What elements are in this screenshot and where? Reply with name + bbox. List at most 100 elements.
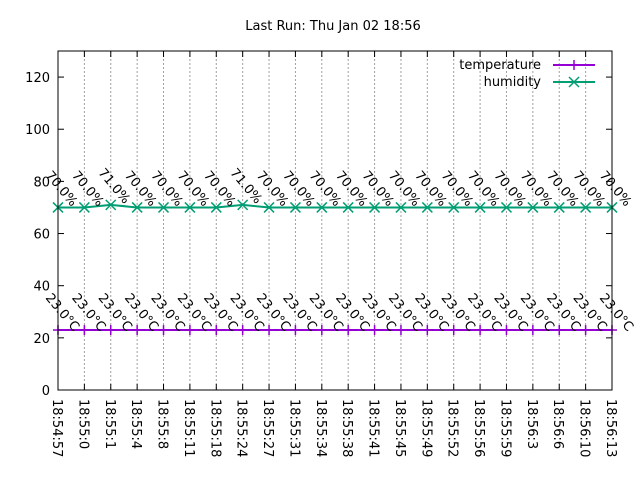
point-marker	[342, 201, 354, 213]
chart-title: Last Run: Thu Jan 02 18:56	[245, 19, 421, 34]
axis-ticks: 0 20 40 60 80 100 120 18:54:57 18:55:0 18:55:1 18:…	[25, 51, 618, 457]
data-point	[369, 325, 380, 336]
point-marker	[184, 201, 196, 213]
y-tick-label: 20	[33, 332, 50, 347]
data-point	[448, 201, 460, 213]
point-marker	[527, 201, 539, 213]
data-point	[422, 325, 433, 336]
data-point	[553, 201, 565, 213]
data-point	[475, 325, 486, 336]
x-tick-label: 18:55:0	[75, 399, 90, 449]
data-point	[395, 201, 407, 213]
point-marker	[78, 201, 90, 213]
point-marker	[568, 76, 580, 88]
point-marker	[553, 201, 565, 213]
data-point	[569, 60, 579, 70]
data-point	[157, 201, 170, 213]
point-marker	[369, 201, 381, 213]
x-tick-label: 18:55:34	[313, 399, 328, 457]
x-tick-label: 18:55:31	[286, 399, 301, 457]
x-tick-label: 18:55:18	[207, 399, 222, 457]
data-point	[342, 201, 354, 213]
point-marker	[131, 201, 143, 213]
grid-lines	[83, 51, 587, 390]
point-marker	[580, 201, 592, 213]
point-marker	[500, 201, 513, 213]
data-point	[448, 325, 459, 336]
data-point	[131, 201, 143, 213]
data-point	[421, 201, 433, 213]
data-point	[568, 76, 580, 88]
data-point	[132, 325, 143, 336]
y-tick-label: 0	[42, 384, 50, 399]
data-point	[184, 201, 196, 213]
data-point	[554, 325, 565, 336]
data-point	[210, 201, 222, 213]
data-point	[237, 325, 248, 336]
x-tick-label: 18:55:56	[471, 399, 486, 457]
data-point	[474, 201, 486, 213]
point-marker	[474, 201, 486, 213]
data-point	[500, 201, 513, 213]
series-layer: 23.0°C23.0°C23.0°C23.0°C23.0°C23.0°C23.0…	[42, 166, 636, 336]
data-point	[501, 325, 512, 336]
data-point	[78, 201, 90, 213]
data-point	[105, 325, 116, 336]
point-marker	[263, 201, 275, 213]
data-point	[79, 325, 90, 336]
x-tick-label: 18:56:6	[550, 399, 565, 449]
x-tick-label: 18:54:57	[49, 399, 64, 457]
x-tick-label: 18:56:13	[603, 399, 618, 457]
y-tick-label: 80	[33, 175, 50, 190]
y-tick-label: 40	[33, 280, 50, 295]
x-tick-label: 18:55:49	[418, 399, 433, 457]
data-point	[395, 325, 406, 336]
data-point	[580, 325, 591, 336]
x-tick-label: 18:56:3	[524, 399, 539, 449]
x-tick-label: 18:55:59	[497, 399, 512, 457]
data-point	[158, 325, 169, 336]
data-point	[184, 325, 195, 336]
point-marker	[237, 199, 249, 211]
data-point	[211, 325, 222, 336]
data-point	[343, 325, 354, 336]
data-point	[263, 201, 275, 213]
data-point	[527, 325, 538, 336]
point-marker	[448, 201, 460, 213]
data-point	[316, 201, 328, 213]
data-point	[264, 325, 275, 336]
data-point	[369, 201, 381, 213]
data-point	[237, 199, 249, 211]
data-point	[527, 201, 539, 213]
x-tick-label: 18:55:4	[128, 399, 143, 449]
data-point	[290, 325, 301, 336]
x-tick-label: 18:55:45	[392, 399, 407, 457]
series-temperature: 23.0°C23.0°C23.0°C23.0°C23.0°C23.0°C23.0…	[42, 291, 636, 336]
y-tick-label: 120	[25, 71, 50, 86]
series-humidity: 70.0%70.0%71.0%70.0%70.0%70.0%70.0%71.0%…	[42, 166, 634, 213]
plot-frame	[57, 50, 613, 391]
x-tick-label: 18:55:38	[339, 399, 354, 457]
legend-label-temperature: temperature	[459, 58, 541, 73]
data-point	[316, 325, 327, 336]
point-marker	[316, 201, 328, 213]
series-line	[58, 203, 612, 209]
legend: temperature humidity	[459, 58, 595, 90]
data-point	[289, 201, 301, 213]
x-tick-label: 18:55:27	[260, 399, 275, 457]
x-tick-label: 18:55:52	[445, 399, 460, 457]
x-tick-label: 18:55:41	[366, 399, 381, 457]
y-tick-label: 60	[33, 228, 50, 243]
y-tick-label: 100	[25, 123, 50, 138]
point-marker	[395, 201, 407, 213]
x-tick-label: 18:55:8	[155, 399, 170, 449]
point-marker	[289, 201, 301, 213]
legend-label-humidity: humidity	[484, 75, 542, 90]
point-marker	[210, 201, 222, 213]
data-point	[105, 199, 117, 211]
x-tick-label: 18:55:1	[102, 399, 117, 449]
point-marker	[105, 199, 117, 211]
x-tick-label: 18:55:24	[234, 399, 249, 457]
data-point	[580, 201, 592, 213]
